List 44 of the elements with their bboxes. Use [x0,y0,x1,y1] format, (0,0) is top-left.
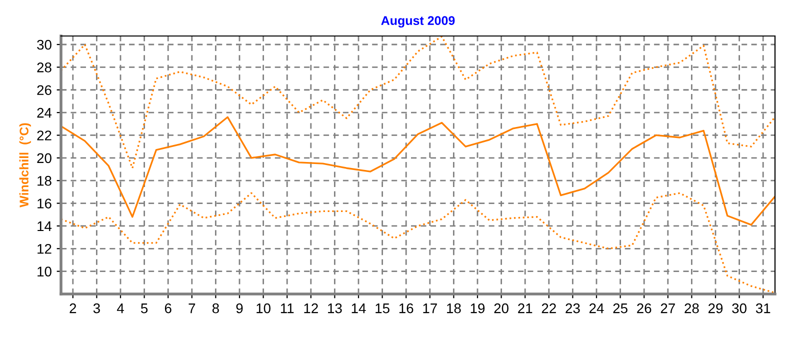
y-tick-label: 16 [38,198,52,208]
x-tick-label: 27 [660,303,675,314]
chart-title: August 2009 [381,16,455,28]
x-tick-label: 2 [70,303,76,314]
line-series [61,116,775,226]
x-tick-label: 18 [447,303,461,314]
x-tick-label: 7 [188,304,196,314]
x-tick-label: 14 [352,304,366,314]
x-tick-label: 9 [236,303,243,314]
x-tick-label: 23 [566,303,580,314]
x-tick-label: 11 [280,304,294,314]
x-tick-label: 12 [304,303,318,314]
y-tick-label: 28 [37,62,52,72]
x-tick-label: 25 [613,303,628,314]
x-tick-label: 24 [589,303,604,314]
x-tick-label: 19 [470,303,485,314]
y-tick-label: 22 [37,130,52,140]
y-tick-label: 12 [38,244,52,254]
x-tick-label: 6 [164,303,172,314]
y-tick-label: 24 [37,108,52,118]
y-tick-label: 26 [37,85,52,96]
x-tick-label: 16 [399,303,414,314]
y-axis-title: Windchill (°C) [19,123,31,208]
x-tick-label: 5 [140,304,148,314]
x-tick-label: 21 [518,303,532,314]
y-tick-label: 14 [38,221,52,231]
y-tick-label: 30 [37,40,52,50]
y-tick-label: 18 [38,176,52,186]
x-tick-label: 3 [93,303,100,314]
x-tick-label: 17 [423,304,437,314]
x-tick-label: 20 [494,303,508,314]
x-tick-label: 31 [756,303,770,314]
x-tick-label: 10 [256,303,270,314]
x-tick-label: 30 [732,303,746,314]
x-tick-label: 8 [212,303,219,314]
y-tick-label: 20 [37,153,52,164]
y-tick-label: 10 [38,266,52,276]
x-tick-label: 4 [116,304,124,314]
x-tick-label: 28 [684,303,699,314]
x-tick-label: 29 [708,303,723,314]
x-tick-label: 22 [542,303,556,314]
x-tick-label: 13 [328,303,342,314]
x-tick-label: 15 [376,304,390,314]
x-tick-label: 26 [637,303,652,314]
